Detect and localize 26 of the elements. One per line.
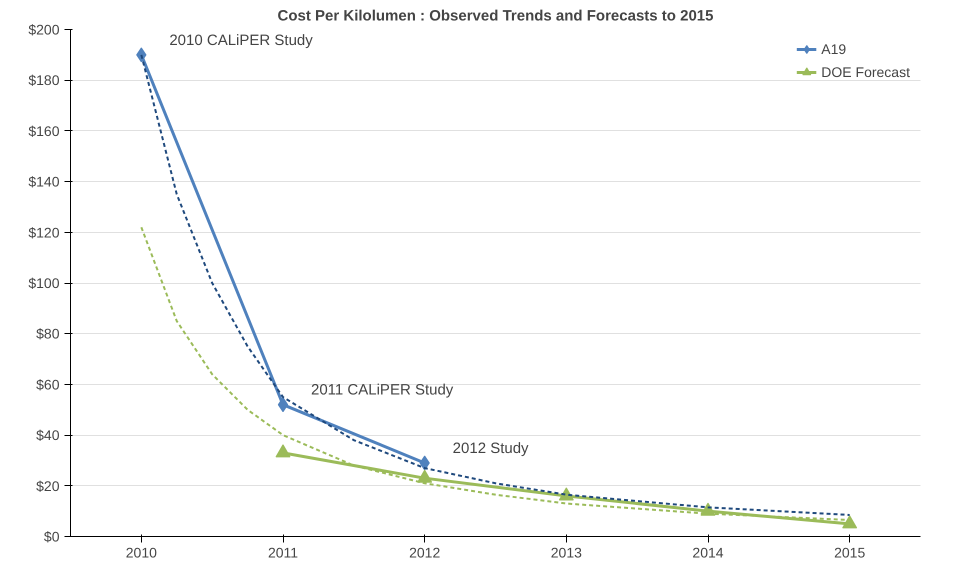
x-tick-label: 2014 — [692, 544, 724, 560]
annotation: 2010 CALiPER Study — [169, 32, 314, 49]
y-tick-label: $80 — [36, 326, 60, 342]
y-tick-label: $0 — [44, 528, 60, 544]
y-tick-label: $140 — [28, 174, 60, 190]
y-tick-label: $100 — [28, 275, 60, 291]
y-tick-label: $200 — [28, 22, 60, 38]
point — [417, 470, 432, 483]
point — [842, 515, 858, 528]
y-tick-label: $60 — [36, 376, 60, 392]
x-tick-label: 2012 — [409, 544, 440, 560]
legend-label: A19 — [821, 41, 846, 57]
legend-label: DOE Forecast — [821, 64, 910, 80]
y-tick-label: $160 — [28, 122, 60, 139]
y-tick-label: $40 — [36, 427, 60, 444]
x-tick-label: 2010 — [126, 544, 158, 560]
y-tick-label: $120 — [28, 224, 60, 240]
x-tick-label: 2011 — [268, 544, 298, 560]
chart-title: Cost Per Kilolumen : Observed Trends and Forecasts to 2015 — [278, 8, 714, 24]
annotation: 2011 CALiPER Study — [311, 382, 454, 399]
point — [276, 444, 290, 458]
x-tick-label: 2015 — [834, 544, 866, 560]
y-tick-label: $180 — [28, 72, 60, 88]
x-tick-label: 2013 — [550, 544, 582, 560]
y-tick-label: $20 — [36, 478, 60, 494]
annotation: 2012 Study — [452, 440, 530, 457]
